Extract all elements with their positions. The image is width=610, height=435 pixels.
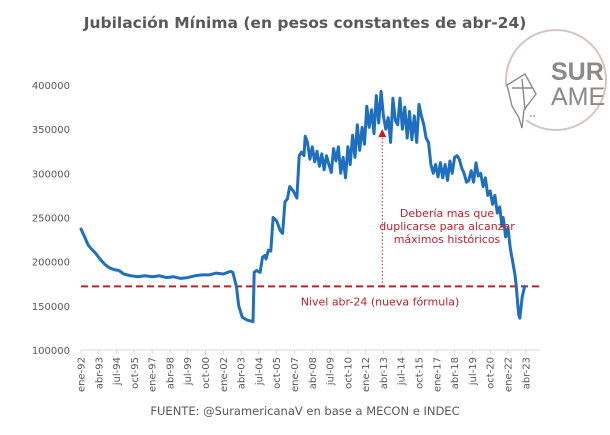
x-tick-label: jul-19 [468, 357, 479, 386]
y-tick-label: 150000 [32, 302, 70, 313]
x-tick-label: oct-15 [415, 357, 426, 389]
x-tick-label: ene-17 [432, 357, 443, 392]
source-note: FUENTE: @SuramericanaV en base a MECON e… [150, 404, 460, 418]
x-tick-label: abr-13 [379, 357, 390, 389]
y-tick-label: 400000 [32, 81, 70, 92]
reference-line-label: Nivel abr-24 (nueva fórmula) [301, 295, 460, 308]
logo-group: SUR AME [505, 29, 607, 131]
logo-dot-icon [533, 115, 535, 117]
series-group [79, 89, 527, 324]
x-tick-label: abr-98 [165, 357, 176, 389]
x-tick-label: jul-04 [254, 357, 265, 386]
annotation-text: duplicarse para alcanzar [379, 220, 515, 233]
x-tick-label: oct-05 [272, 357, 283, 389]
x-tick-label: abr-08 [308, 357, 319, 389]
x-tick-label: jul-99 [183, 357, 194, 386]
logo-dot-icon [530, 115, 532, 117]
y-tick-label: 200000 [32, 258, 70, 269]
y-tick-label: 250000 [32, 214, 70, 225]
logo-bottom-text: AME [551, 83, 605, 111]
x-tick-label: ene-97 [148, 357, 159, 392]
y-tick-label: 100000 [32, 346, 70, 357]
x-tick-label: ene-02 [219, 357, 230, 392]
annotation-text: máximos históricos [394, 233, 501, 246]
x-tick-label: ene-12 [361, 357, 372, 392]
x-tick-label: abr-93 [94, 357, 105, 389]
arrowhead-icon [378, 129, 387, 138]
x-tick-label: jul-14 [397, 357, 408, 386]
logo-map-icon [506, 73, 537, 129]
chart-title: Jubilación Mínima (en pesos constantes d… [83, 14, 527, 32]
x-tick-label: abr-23 [521, 357, 532, 389]
x-tick-label: jul-09 [326, 357, 337, 386]
x-tick-label: ene-92 [77, 357, 88, 392]
logo-ring-icon [505, 29, 607, 131]
annotation-text: Debería mas que [400, 207, 494, 220]
x-tick-label: ene-22 [503, 357, 514, 392]
x-tick-label: oct-95 [130, 357, 141, 389]
x-tick-label: oct-10 [343, 357, 354, 389]
reference-line-group: Nivel abr-24 (nueva fórmula) [81, 285, 540, 308]
y-tick-label: 350000 [32, 125, 70, 136]
x-tick-label: oct-20 [486, 357, 497, 389]
x-axis: ene-92 abr-93 jul-94 oct-95 ene-97 abr-98 jul-… [77, 349, 540, 392]
x-tick-label: jul-94 [112, 357, 123, 386]
x-tick-label: abr-18 [450, 357, 461, 389]
y-axis: 100000 150000 200000 250000 300000 350000 4000… [32, 81, 70, 357]
logo-top-text: SUR [551, 58, 604, 86]
x-tick-label: ene-07 [290, 357, 301, 392]
x-tick-label: abr-03 [237, 357, 248, 389]
y-tick-label: 300000 [32, 169, 70, 180]
x-tick-label: oct-00 [201, 357, 212, 389]
